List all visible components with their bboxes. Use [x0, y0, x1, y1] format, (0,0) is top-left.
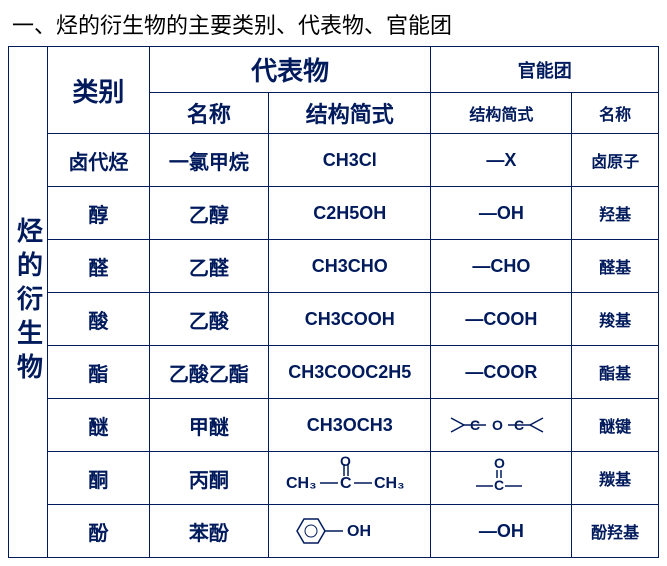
- table-row: 酸 乙酸 CH3COOH —COOH 羧基: [9, 293, 659, 346]
- svg-text:O: O: [492, 417, 503, 433]
- struct-cell: C2H5OH: [268, 187, 431, 240]
- derivatives-table: 烃的衍生物 类别 代表物 官能团 名称 结构简式 结构简式 名称 卤代烃 一氯甲…: [8, 46, 659, 558]
- carbonyl-icon: O C: [466, 456, 536, 500]
- fg-struct-cell: —COOR: [431, 346, 572, 399]
- fg-struct-cell: O C: [431, 452, 572, 505]
- svg-text:O: O: [340, 456, 351, 469]
- cat-cell: 酚: [47, 505, 149, 558]
- page-title: 一、烃的衍生物的主要类别、代表物、官能团: [8, 8, 659, 40]
- fg-name-cell: 羟基: [572, 187, 659, 240]
- fg-name-cell: 醚键: [572, 399, 659, 452]
- hdr-fg-struct: 结构简式: [431, 93, 572, 134]
- struct-cell: CH3Cl: [268, 134, 431, 187]
- acetone-icon: CH₃ C O CH₃: [280, 456, 420, 500]
- hdr-fg: 官能团: [431, 47, 659, 93]
- fg-name-cell: 羧基: [572, 293, 659, 346]
- struct-cell: CH₃ C O CH₃: [268, 452, 431, 505]
- phenol-icon: OH: [295, 511, 405, 551]
- hdr-category: 类别: [47, 47, 149, 134]
- svg-text:C: C: [340, 475, 352, 492]
- vertical-label: 烃的衍生物: [9, 47, 48, 558]
- name-cell: 乙醛: [149, 240, 268, 293]
- name-cell: 乙酸乙酯: [149, 346, 268, 399]
- struct-cell: CH3CHO: [268, 240, 431, 293]
- cat-cell: 酸: [47, 293, 149, 346]
- table-row: 卤代烃 一氯甲烷 CH3Cl —X 卤原子: [9, 134, 659, 187]
- hdr-name: 名称: [149, 93, 268, 134]
- struct-cell: CH3OCH3: [268, 399, 431, 452]
- fg-name-cell: 卤原子: [572, 134, 659, 187]
- struct-cell: OH: [268, 505, 431, 558]
- header-row-1: 烃的衍生物 类别 代表物 官能团: [9, 47, 659, 93]
- fg-struct-cell: —X: [431, 134, 572, 187]
- name-cell: 乙醇: [149, 187, 268, 240]
- table-row: 醛 乙醛 CH3CHO —CHO 醛基: [9, 240, 659, 293]
- fg-struct-cell: —COOH: [431, 293, 572, 346]
- name-cell: 乙酸: [149, 293, 268, 346]
- cat-cell: 醚: [47, 399, 149, 452]
- svg-text:CH₃: CH₃: [374, 475, 405, 492]
- hdr-fg-name: 名称: [572, 93, 659, 134]
- struct-cell: CH3COOH: [268, 293, 431, 346]
- cat-cell: 醇: [47, 187, 149, 240]
- svg-text:C: C: [514, 417, 524, 433]
- fg-name-cell: 酚羟基: [572, 505, 659, 558]
- hdr-rep: 代表物: [149, 47, 431, 93]
- cat-cell: 酮: [47, 452, 149, 505]
- fg-struct-cell: —OH: [431, 505, 572, 558]
- table-row: 酯 乙酸乙酯 CH3COOC2H5 —COOR 酯基: [9, 346, 659, 399]
- ether-bond-icon: C O C: [446, 410, 556, 440]
- name-cell: 丙酮: [149, 452, 268, 505]
- cat-cell: 醛: [47, 240, 149, 293]
- svg-text:CH₃: CH₃: [286, 475, 317, 492]
- cat-cell: 卤代烃: [47, 134, 149, 187]
- table-row: 醇 乙醇 C2H5OH —OH 羟基: [9, 187, 659, 240]
- table-row: 酚 苯酚 OH —OH 酚羟基: [9, 505, 659, 558]
- struct-cell: CH3COOC2H5: [268, 346, 431, 399]
- fg-name-cell: 醛基: [572, 240, 659, 293]
- name-cell: 甲醚: [149, 399, 268, 452]
- fg-struct-cell: —OH: [431, 187, 572, 240]
- hdr-struct: 结构简式: [268, 93, 431, 134]
- name-cell: 一氯甲烷: [149, 134, 268, 187]
- fg-name-cell: 羰基: [572, 452, 659, 505]
- svg-text:O: O: [494, 456, 505, 471]
- cat-cell: 酯: [47, 346, 149, 399]
- table-row: 醚 甲醚 CH3OCH3 C O C 醚键: [9, 399, 659, 452]
- svg-text:C: C: [470, 417, 480, 433]
- fg-name-cell: 酯基: [572, 346, 659, 399]
- fg-struct-cell: C O C: [431, 399, 572, 452]
- name-cell: 苯酚: [149, 505, 268, 558]
- fg-struct-cell: —CHO: [431, 240, 572, 293]
- svg-text:OH: OH: [347, 523, 371, 540]
- table-row: 酮 丙酮 CH₃ C O CH₃ O C 羰基: [9, 452, 659, 505]
- svg-text:C: C: [494, 477, 504, 493]
